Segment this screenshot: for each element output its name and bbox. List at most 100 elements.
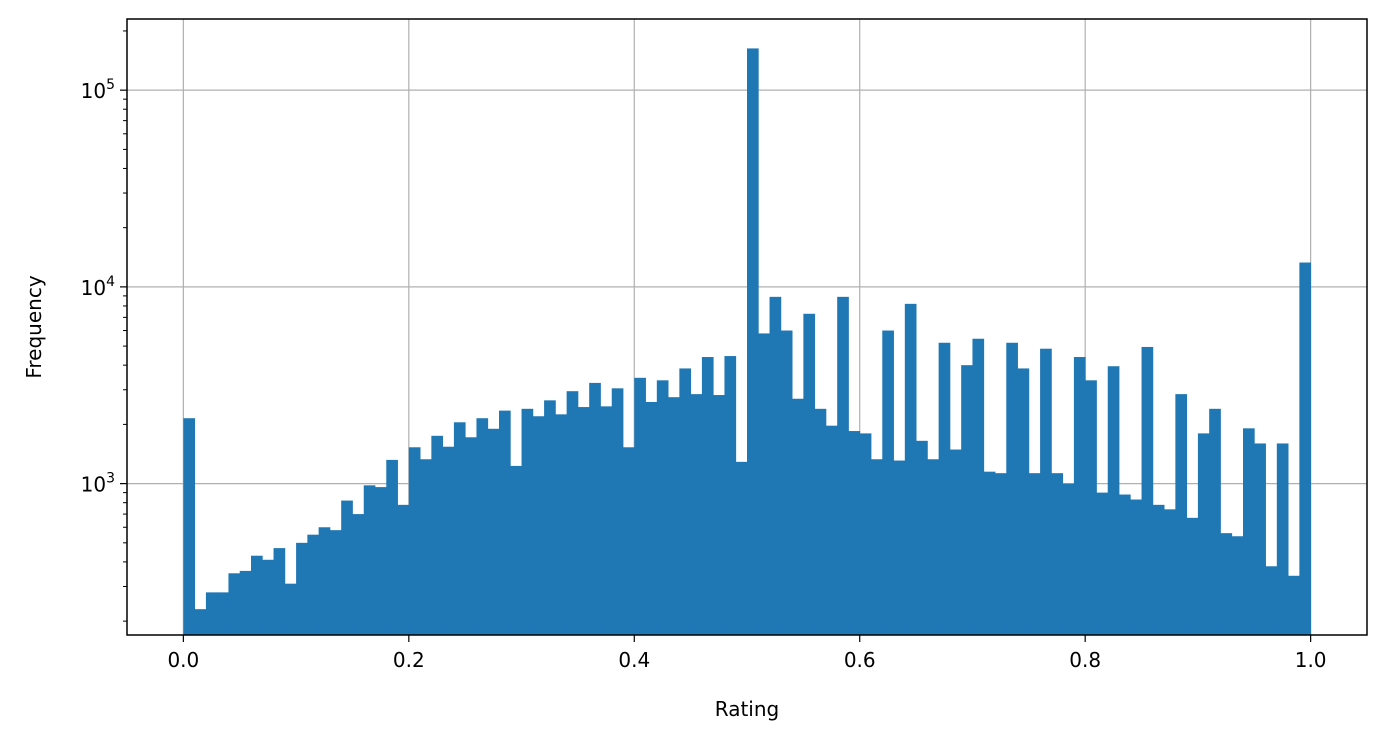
histogram-bar	[499, 410, 511, 635]
histogram-bar	[544, 400, 556, 635]
plot-frame	[126, 18, 1368, 636]
histogram-bar	[995, 473, 1007, 635]
y-tick-label: 104	[81, 274, 115, 300]
histogram-bar	[634, 377, 646, 635]
histogram-bar	[814, 408, 827, 635]
histogram-bar	[645, 401, 658, 635]
histogram-bar	[1051, 473, 1064, 635]
histogram-bar	[1119, 494, 1131, 635]
x-tick-label: 0.0	[167, 648, 199, 672]
histogram-bar	[251, 555, 263, 635]
histogram-bar	[656, 380, 669, 635]
histogram-bar	[307, 534, 320, 635]
y-axis-ticks: 103 104 105	[81, 30, 127, 622]
histogram-bar	[273, 548, 286, 635]
histogram-bar	[1186, 517, 1199, 635]
histogram-bar	[1276, 443, 1289, 635]
histogram-bar	[183, 418, 196, 635]
histogram-bar	[1175, 394, 1188, 635]
histogram-bar	[1288, 575, 1300, 635]
histogram-bar	[555, 414, 568, 635]
histogram-bar	[341, 500, 353, 635]
histogram-bar	[1096, 492, 1109, 635]
histogram-bar	[893, 460, 906, 635]
histogram-bar	[217, 592, 229, 635]
histogram-bar	[825, 425, 838, 635]
histogram-bar	[904, 303, 917, 635]
histogram-bar	[284, 583, 297, 635]
histogram-bar	[408, 447, 421, 635]
histogram-bar	[1107, 366, 1120, 635]
histogram-bar	[442, 446, 455, 635]
histogram-bar	[780, 330, 793, 635]
histogram-bar	[318, 527, 331, 635]
histogram-bar	[363, 485, 376, 635]
histogram-bar	[1231, 536, 1244, 635]
histogram-bar	[1017, 368, 1030, 635]
histogram-bar	[792, 398, 804, 635]
histogram-bar	[262, 559, 274, 635]
histogram-bar	[239, 570, 252, 635]
x-tick-label: 1.0	[1295, 648, 1327, 672]
histogram-bar	[194, 609, 207, 635]
histogram-bar	[679, 368, 692, 635]
histogram-bar	[566, 391, 579, 635]
histogram-bar	[1141, 346, 1154, 635]
histogram-bar	[690, 394, 703, 635]
histogram-bar	[431, 435, 444, 635]
histogram-bar	[916, 440, 928, 635]
histogram-bar	[1254, 443, 1266, 635]
histogram-bar	[859, 433, 872, 635]
histogram-bar	[510, 465, 522, 635]
histogram-bar	[758, 333, 770, 635]
x-axis-label: Rating	[715, 697, 779, 721]
histogram-bar	[972, 338, 985, 635]
x-tick-label: 0.8	[1069, 648, 1101, 672]
histogram-bar	[713, 395, 725, 635]
histogram-bar	[961, 365, 973, 635]
histogram-bar	[1062, 483, 1075, 635]
histogram-bar	[296, 542, 308, 635]
histogram-bar	[600, 406, 613, 635]
y-tick-label: 105	[81, 77, 115, 103]
histogram-bar	[724, 356, 737, 635]
x-axis-ticks: 0.0 0.2 0.4 0.6 0.8 1.0	[167, 635, 1327, 672]
histogram-bar	[803, 313, 816, 635]
histogram-bar	[1209, 408, 1221, 635]
histogram-bar	[1040, 348, 1052, 635]
histogram-bar	[1028, 473, 1041, 635]
histogram-bar	[487, 428, 500, 635]
histogram-bar	[623, 447, 635, 635]
histogram-bar	[521, 408, 534, 635]
histogram-bar	[1130, 499, 1142, 635]
y-axis-label: Frequency	[22, 275, 46, 378]
histogram-bar	[532, 416, 545, 635]
histogram-bar	[611, 388, 624, 635]
histogram-bar	[668, 397, 680, 635]
histogram-bar	[228, 573, 241, 635]
histogram-bar	[205, 592, 218, 635]
histogram-bar	[701, 357, 714, 635]
histogram-bar	[1073, 357, 1086, 635]
histogram-bar	[769, 296, 782, 635]
histogram-bar	[1085, 380, 1097, 635]
histogram-bar	[1164, 509, 1176, 635]
histogram-bar	[1299, 262, 1312, 635]
histogram-bar	[1220, 533, 1233, 635]
histogram-bar	[1197, 433, 1210, 635]
histogram-bar	[420, 459, 432, 635]
histogram-bar	[589, 382, 601, 635]
histogram-bar	[1006, 342, 1018, 635]
histogram-bar	[747, 48, 759, 635]
histogram-bar	[983, 471, 996, 635]
x-tick-label: 0.4	[618, 648, 650, 672]
histogram-bar	[938, 342, 951, 635]
histogram-bar	[882, 330, 894, 635]
histogram-bar	[871, 459, 883, 635]
histogram-bar	[476, 418, 489, 635]
histogram-bars	[183, 48, 1312, 635]
histogram-bar	[329, 530, 342, 635]
histogram-bar	[949, 449, 962, 635]
histogram-bar	[397, 504, 410, 635]
